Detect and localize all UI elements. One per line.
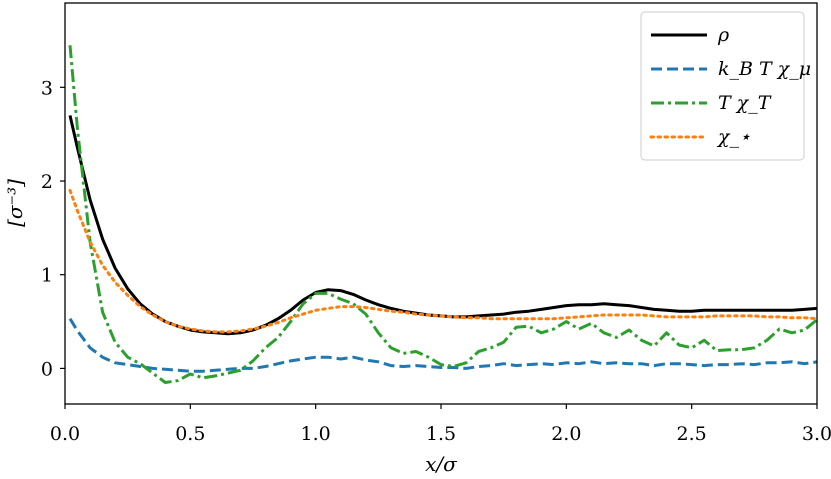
series-line-4: [68, 188, 817, 334]
y-tick-label: 2: [41, 171, 53, 193]
x-axis-label: x/σ: [425, 452, 458, 476]
y-tick-label: 1: [41, 265, 53, 287]
y-tick-label: 0: [41, 358, 53, 380]
y-axis-label: [σ⁻³]: [3, 179, 27, 227]
legend-box: [640, 11, 805, 161]
series-layer: [68, 45, 817, 384]
x-tick-label: 2.5: [677, 423, 707, 445]
x-axis: 0.0 0.5 1.0 1.5 2.0 2.5 3.0: [50, 404, 831, 445]
series-line-2: [68, 317, 817, 373]
x-tick-label: 0.0: [50, 423, 80, 445]
legend-label-4: χ_⋆: [716, 126, 751, 148]
x-tick-label: 2.0: [551, 423, 581, 445]
legend-label-2: k_B T χ_μ: [718, 58, 811, 80]
y-tick-label: 3: [41, 77, 53, 99]
x-tick-label: 1.5: [426, 423, 456, 445]
legend[interactable]: ρ k_B T χ_μ T χ_T χ_⋆: [640, 11, 811, 161]
series-line-3: [68, 45, 817, 384]
x-tick-label: 3.0: [802, 423, 831, 445]
x-tick-label: 1.0: [301, 423, 331, 445]
legend-label-1: ρ: [717, 24, 730, 46]
x-tick-label: 0.5: [175, 423, 205, 445]
legend-label-3: T χ_T: [718, 92, 772, 114]
y-axis: 0 1 2 3: [41, 77, 65, 380]
